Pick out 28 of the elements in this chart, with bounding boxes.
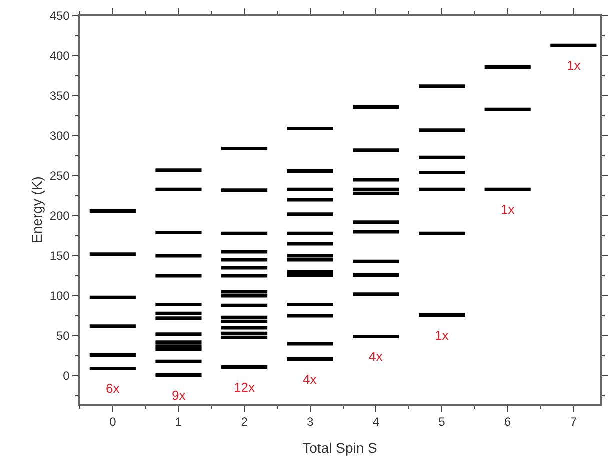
annotation: 1x — [435, 328, 450, 343]
y-tick-label: 50 — [56, 329, 70, 344]
x-tick-label: 0 — [110, 415, 117, 430]
x-tick-label: 5 — [438, 415, 446, 430]
y-tick-label: 200 — [50, 209, 70, 224]
x-tick-label: 7 — [570, 415, 578, 430]
x-tick-label: 2 — [241, 415, 248, 430]
y-tick-label: 350 — [50, 89, 70, 104]
y-tick-label: 450 — [50, 9, 70, 24]
x-tick-label: 4 — [372, 415, 380, 430]
annotation: 4x — [303, 372, 318, 387]
annotation: 1x — [567, 58, 582, 73]
x-tick-label: 6 — [504, 415, 512, 430]
y-tick-label: 250 — [50, 169, 70, 184]
y-tick-label: 0 — [63, 369, 70, 384]
annotation: 12x — [234, 380, 256, 395]
annotation: 1x — [501, 202, 516, 217]
x-tick-label: 1 — [175, 415, 182, 430]
y-tick-label: 300 — [50, 129, 70, 144]
y-tick-label: 150 — [50, 249, 70, 264]
x-axis-title: Total Spin S — [302, 440, 378, 456]
y-tick-label: 100 — [50, 289, 70, 304]
y-tick-label: 400 — [50, 49, 70, 64]
y-axis-title: Energy (K) — [28, 176, 45, 244]
annotation: 6x — [106, 381, 120, 396]
x-tick-label: 3 — [307, 415, 314, 430]
annotation: 4x — [369, 349, 384, 364]
annotation: 9x — [172, 388, 186, 403]
